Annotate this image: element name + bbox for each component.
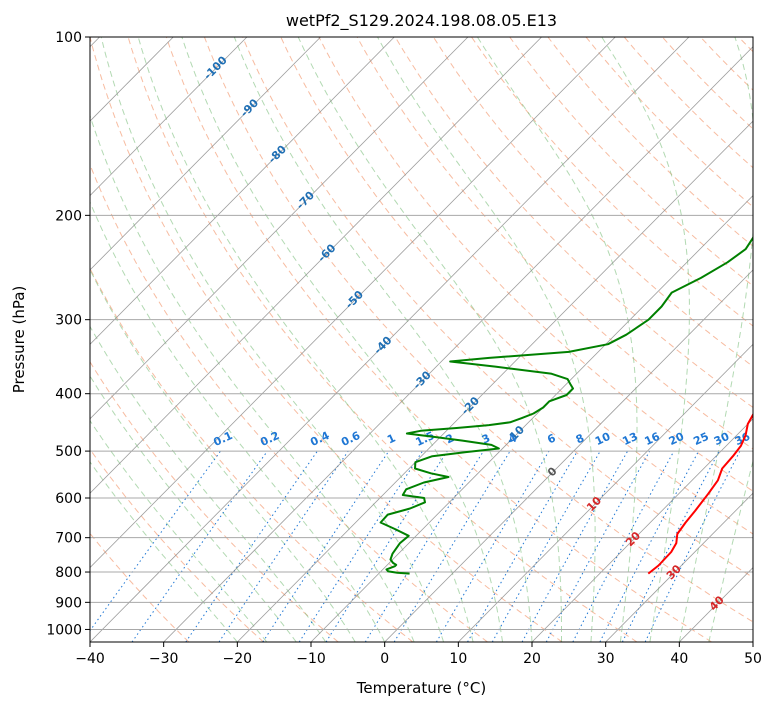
mixing-ratio-line (435, 450, 550, 642)
dry-adiabat-line (90, 37, 563, 642)
mixing-ratio-line (572, 450, 675, 642)
isotherm-line (90, 37, 542, 494)
dry-adiabat-line (127, 37, 638, 642)
dry-adiabat-line (165, 37, 712, 642)
moist-adiabat-line (678, 37, 753, 642)
y-tick-label: 900 (55, 595, 82, 611)
y-tick-label: 500 (55, 444, 82, 460)
isotherm-line (458, 343, 753, 642)
dry-adiabat-line (432, 37, 753, 368)
moist-adiabat-line (708, 459, 753, 642)
isotherm-line (237, 120, 753, 642)
moist-adiabat-line (377, 37, 596, 642)
isotherm-line (531, 418, 753, 642)
moist-adiabat-line (90, 375, 297, 642)
y-tick-label: 200 (55, 208, 82, 224)
moist-adiabat-line (90, 461, 238, 642)
plot-frame (89, 36, 754, 643)
mixing-ratio-label: 20 (667, 430, 687, 448)
x-tick-label: 40 (670, 651, 688, 667)
isotherm-line (90, 37, 469, 420)
isotherm-line (90, 37, 248, 197)
mixing-ratio-label: 16 (643, 430, 663, 448)
dry-adiabat-line (318, 37, 753, 492)
mixing-ratio-line (262, 450, 390, 642)
x-axis: −40 −30 −20 −10 0 10 20 30 40 50 (75, 642, 762, 667)
isotherm-line (163, 46, 753, 642)
temperature-profile-line (647, 412, 753, 575)
mixing-ratio-label: 36 (733, 430, 753, 448)
isotherm-line (90, 37, 616, 569)
y-tick-label: 400 (55, 387, 82, 403)
y-tick-label: 300 (55, 313, 82, 329)
y-tick-label: 600 (55, 491, 82, 507)
dry-adiabat-line (242, 37, 753, 579)
moist-adiabat-line (90, 268, 356, 642)
mixing-ratio-line (218, 450, 349, 642)
isotherm-line (90, 37, 395, 345)
dry-adiabat-line (394, 37, 753, 409)
dry-adiabat-line (90, 267, 414, 642)
mixing-ratio-line (364, 450, 484, 642)
y-axis: 100 200 300 400 500 600 700 800 900 1000 (46, 30, 90, 638)
moist-adiabat-line (137, 37, 474, 642)
dry-adiabat-line (90, 448, 264, 642)
isotherm-line (310, 194, 753, 642)
x-tick-label: −30 (149, 651, 179, 667)
mixing-ratio-line (325, 450, 448, 642)
moist-adiabat-line (90, 200, 386, 642)
x-tick-label: 20 (523, 651, 541, 667)
y-tick-label: 100 (55, 30, 82, 46)
moist-adiabat-line (90, 325, 327, 642)
x-tick-label: −10 (296, 651, 326, 667)
mixing-ratio-label: 30 (712, 430, 732, 448)
moist-adiabat-line (90, 419, 268, 642)
mixing-ratio-line (545, 450, 651, 642)
isotherm-line (384, 269, 753, 642)
mixing-ratio-label: 13 (620, 430, 639, 448)
mixing-ratio-line (298, 450, 423, 642)
dry-adiabat-line (356, 37, 753, 450)
mixing-ratio-line (185, 450, 318, 642)
y-tick-label: 1000 (46, 622, 82, 638)
y-tick-label: 700 (55, 531, 82, 547)
moist-adiabat-line (601, 37, 690, 642)
x-tick-label: 30 (597, 651, 615, 667)
dry-adiabat-line (509, 37, 753, 287)
moist-adiabat-line (100, 37, 445, 642)
x-axis-title: Temperature (°C) (356, 679, 486, 697)
isotherm-line (605, 492, 753, 642)
moist-adiabat-line (297, 37, 562, 642)
isotherm-line (90, 37, 690, 642)
profiles (379, 236, 753, 575)
moist-adiabat-line (476, 37, 638, 642)
dry-adiabat-line (471, 37, 753, 327)
mixing-ratio-label: 10 (593, 430, 613, 448)
moist-adiabat-line (181, 37, 503, 642)
y-tick-label: 800 (55, 565, 82, 581)
dewpoint-profile-line (379, 236, 753, 575)
x-tick-label: 0 (380, 651, 389, 667)
y-axis-title: Pressure (hPa) (10, 286, 28, 394)
mixing-ratio-label: 25 (691, 430, 710, 448)
isotherm-line (90, 37, 321, 271)
dry-adiabat-line (203, 37, 753, 623)
x-tick-label: 50 (744, 651, 762, 667)
x-tick-label: −20 (223, 651, 253, 667)
moist-adiabat-line (233, 37, 533, 642)
x-tick-label: 10 (449, 651, 467, 667)
x-tick-label: −40 (75, 651, 105, 667)
chart-title: wetPf2_S129.2024.198.08.05.E13 (286, 11, 557, 31)
